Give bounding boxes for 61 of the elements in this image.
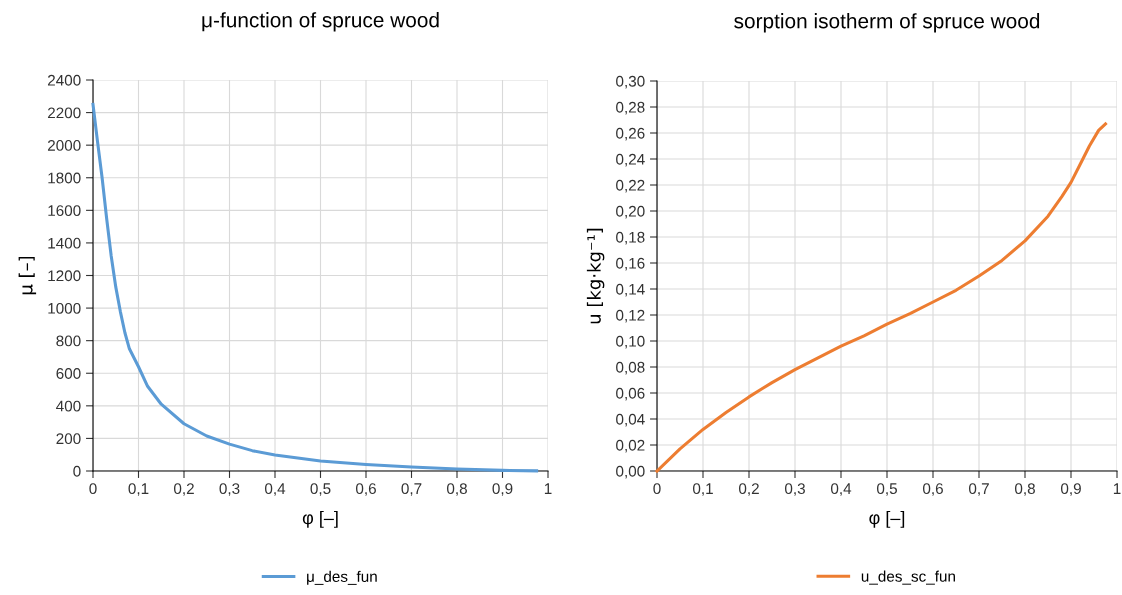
legend-label: u_des_sc_fun <box>861 570 955 585</box>
x-tick-label: 0,5 <box>310 483 331 496</box>
x-tick-label: 0,6 <box>355 483 376 496</box>
y-tick-label: 800 <box>56 335 81 347</box>
y-tick-label: 0,08 <box>616 361 645 375</box>
y-tick-label: 0,10 <box>616 335 645 349</box>
x-tick-label: 0,5 <box>876 483 897 496</box>
x-tick-label: 0,2 <box>173 483 194 496</box>
y-tick-label: 2400 <box>47 74 81 86</box>
y-tick-label: 1000 <box>48 302 81 314</box>
chart-title: sorption isotherm of spruce wood <box>734 13 1040 33</box>
y-tick-label: 400 <box>56 400 81 412</box>
x-tick-label: 0,7 <box>968 483 989 496</box>
y-tick-label: 0,16 <box>616 257 645 271</box>
x-tick-label: 0,3 <box>784 483 805 496</box>
x-tick-label: 1 <box>544 483 552 494</box>
y-tick-label: 2200 <box>47 107 81 119</box>
x-tick-label: 0,9 <box>492 483 513 496</box>
x-tick-label: 0 <box>653 483 661 495</box>
y-tick-label: 1600 <box>48 205 81 217</box>
x-axis-title: φ [–] <box>869 510 905 528</box>
x-tick-label: 0 <box>89 483 97 495</box>
line-series <box>91 102 539 473</box>
x-tick-label: 1 <box>1113 483 1121 494</box>
y-tick-label: 0,18 <box>616 231 645 245</box>
y-tick-label: 0,12 <box>616 309 645 323</box>
y-tick-label: 2000 <box>47 140 81 151</box>
x-tick-label: 0,9 <box>1060 483 1081 496</box>
x-tick-label: 0,2 <box>738 483 759 496</box>
y-tick-label: 0,26 <box>616 127 645 141</box>
y-tick-label: 0,14 <box>616 283 645 297</box>
x-tick-label: 0,4 <box>830 483 852 496</box>
y-axis-title: μ [–] <box>18 256 37 295</box>
line-series <box>655 122 1108 473</box>
x-tick-label: 0,8 <box>1014 483 1035 496</box>
legend-label: μ_des_fun <box>307 570 377 585</box>
y-tick-label: 0,28 <box>616 101 645 115</box>
y-tick-label: 0,00 <box>616 465 645 479</box>
y-tick-label: 1200 <box>48 270 81 282</box>
y-tick-label: 0,22 <box>616 179 645 193</box>
y-tick-label: 1400 <box>48 237 81 249</box>
x-tick-label: 0,8 <box>446 483 467 496</box>
y-tick-label: 0,04 <box>616 413 645 427</box>
y-tick-label: 0,02 <box>616 439 645 453</box>
y-tick-label: 200 <box>56 433 81 445</box>
y-tick-label: 600 <box>56 368 81 379</box>
x-tick-label: 0,3 <box>219 483 240 496</box>
y-tick-label: 0,06 <box>616 387 645 401</box>
y-tick-label: 0 <box>73 465 81 477</box>
y-tick-label: 0,24 <box>616 153 645 167</box>
x-axis-title: φ [–] <box>302 510 338 528</box>
y-tick-label: 1800 <box>48 172 81 184</box>
y-axis-title: u [kg·kg⁻¹] <box>586 228 605 324</box>
y-tick-label: 0,20 <box>616 205 645 219</box>
x-tick-label: 0,6 <box>922 483 943 496</box>
x-tick-label: 0,1 <box>692 483 713 496</box>
x-tick-label: 0,7 <box>401 483 422 496</box>
x-tick-label: 0,4 <box>264 483 286 496</box>
chart-title: μ-function of spruce wood <box>202 12 439 32</box>
x-tick-label: 0,1 <box>128 483 149 496</box>
y-tick-label: 0,30 <box>616 75 645 89</box>
